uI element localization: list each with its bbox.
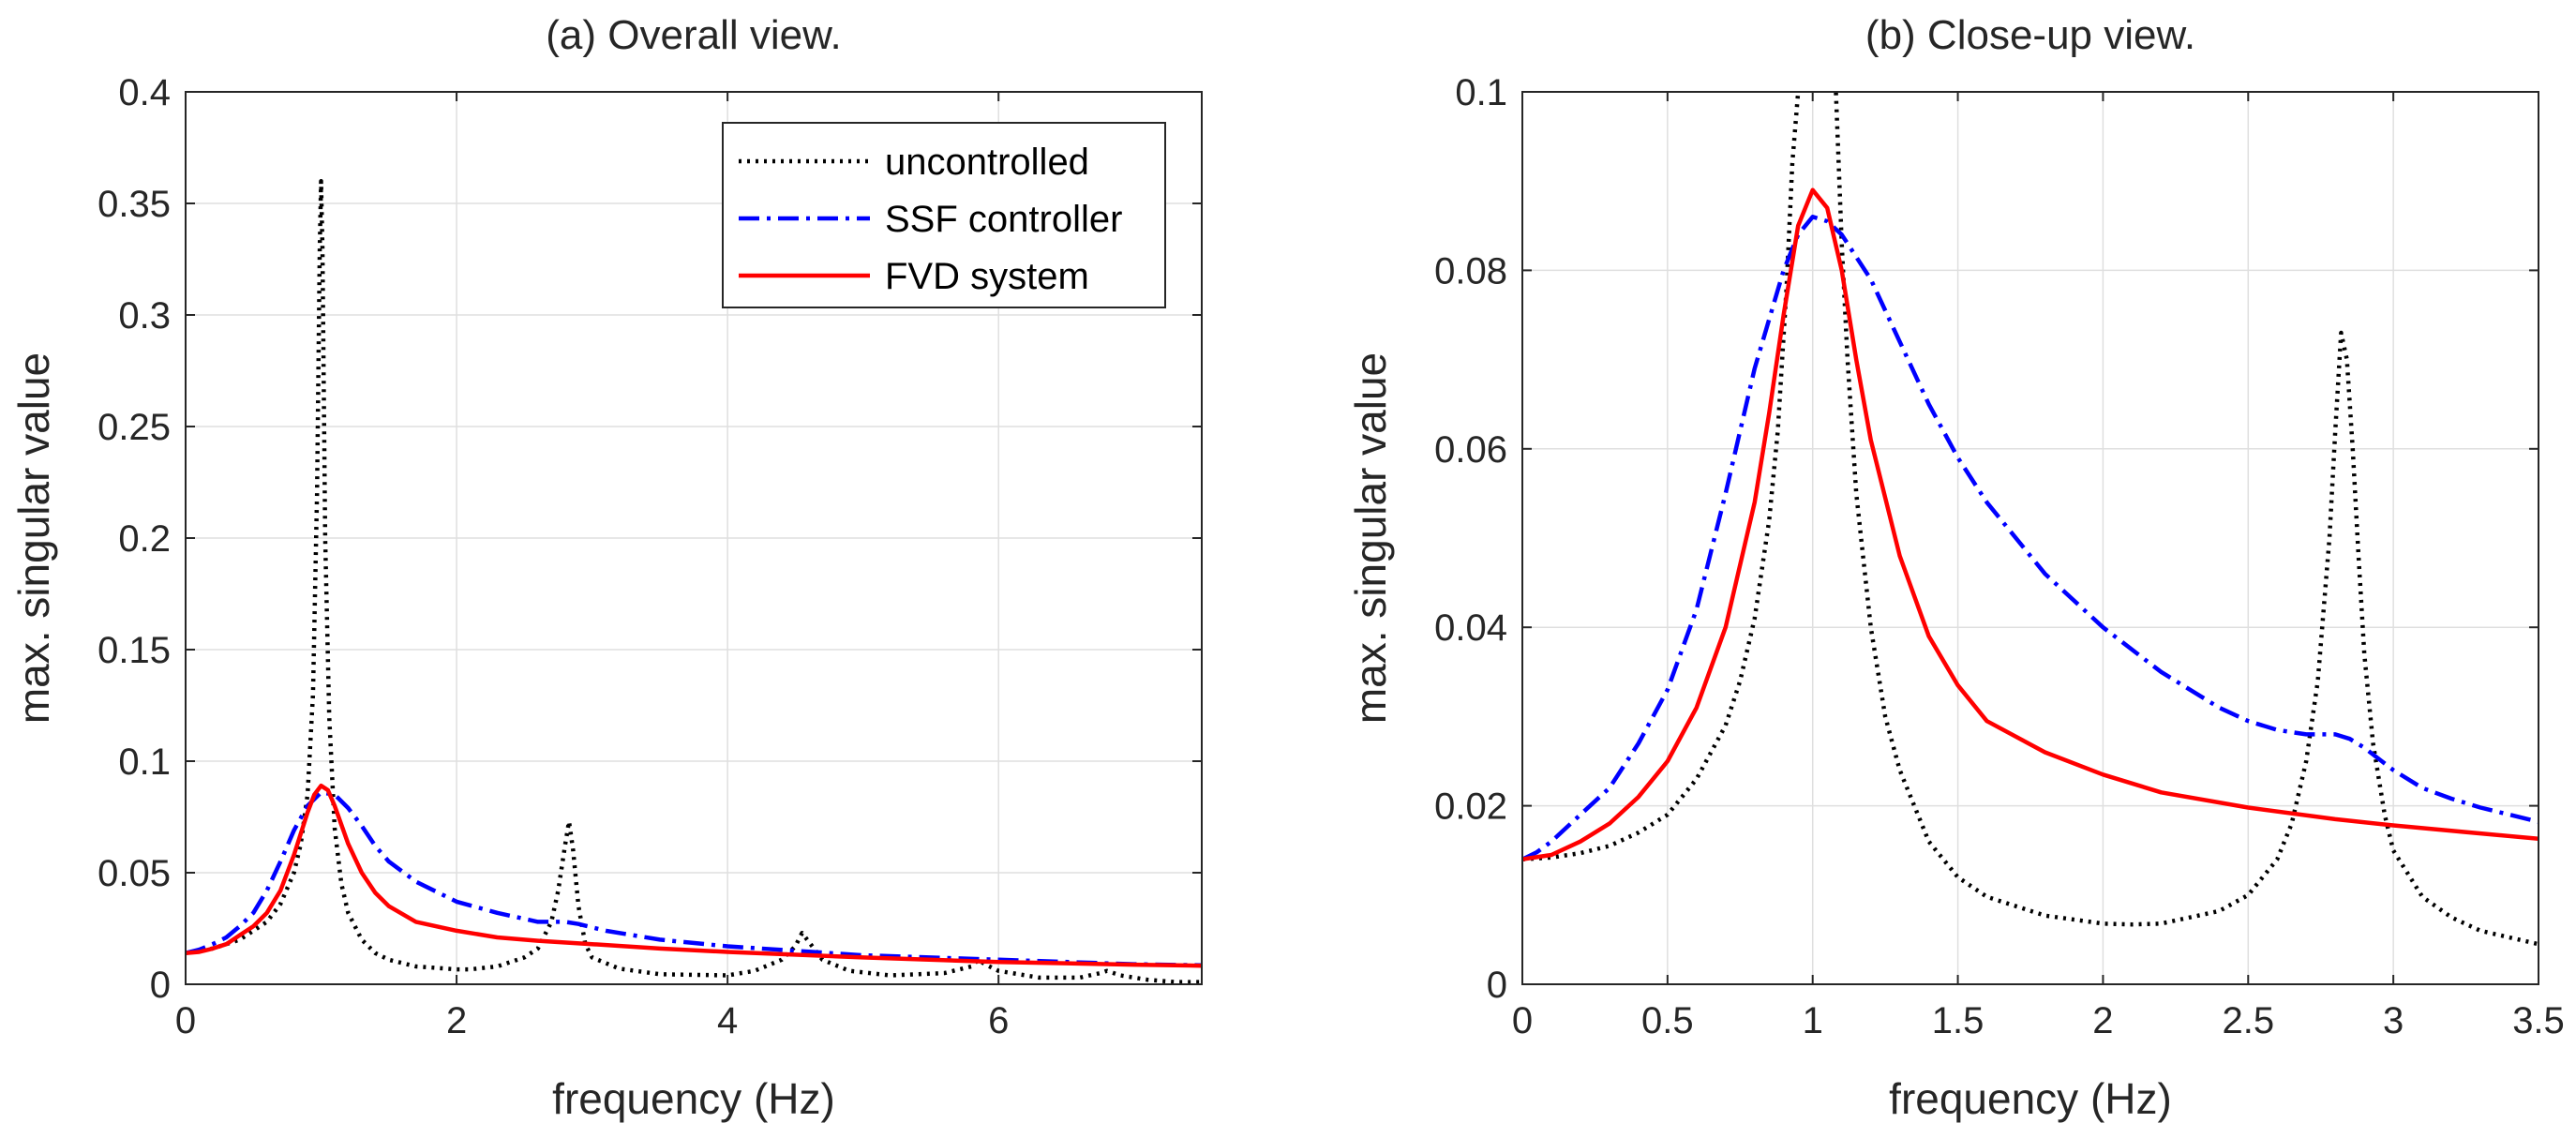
x-tick-label: 3: [2383, 1000, 2404, 1041]
y-tick-label: 0.25: [97, 407, 171, 448]
y-tick-label: 0.06: [1434, 429, 1507, 471]
x-axis-label-a: frequency (Hz): [552, 1074, 835, 1123]
y-tick-label: 0.02: [1434, 786, 1507, 828]
chart-title-b: (b) Close-up view.: [1865, 12, 2195, 58]
y-axis-label-a: max. singular value: [9, 352, 58, 724]
chart-a: 0 2 4 6 0 0.05 0.1 0.15 0.2 0.25 0.3 0.35 0.4 (a) Ov…: [9, 12, 1203, 1123]
y-tick-label: 0.4: [118, 72, 171, 113]
legend: uncontrolled SSF controller FVD system: [722, 122, 1166, 308]
x-tick-label: 6: [988, 1000, 1009, 1041]
ticks-a: 0 2 4 6 0 0.05 0.1 0.15 0.2 0.25 0.3 0.35 0.4: [97, 72, 1202, 1041]
y-tick-label: 0.1: [1455, 72, 1507, 113]
legend-label-uncontrolled: uncontrolled: [885, 142, 1089, 183]
y-axis-label-b: max. singular value: [1346, 352, 1395, 724]
ticks-b: 0 0.5 1 1.5 2 2.5 3 3.5 0 0.02 0.04 0.06 0.08 0.1: [1434, 72, 2565, 1041]
x-tick-label: 2.5: [2222, 1000, 2274, 1041]
series-line-ssf-controller: [1522, 215, 2539, 861]
chart-title-a: (a) Overall view.: [546, 12, 841, 58]
legend-label-ssf-controller: SSF controller: [885, 199, 1122, 240]
y-tick-label: 0.08: [1434, 250, 1507, 292]
x-tick-label: 2: [446, 1000, 467, 1041]
y-tick-label: 0: [150, 965, 171, 1006]
plot-area-b: [1522, 92, 2539, 984]
x-tick-label: 0.5: [1641, 1000, 1694, 1041]
x-tick-label: 0: [175, 1000, 196, 1041]
x-tick-label: 0: [1512, 1000, 1533, 1041]
x-tick-label: 2: [2092, 1000, 2113, 1041]
series-line-uncontrolled: [1522, 92, 2539, 947]
y-tick-label: 0.2: [118, 518, 171, 560]
y-tick-label: 0.15: [97, 630, 171, 671]
chart-b: 0 0.5 1 1.5 2 2.5 3 3.5 0 0.02 0.04 0.06 0.08 0.1 (b)…: [1346, 12, 2565, 1123]
y-tick-label: 0.04: [1434, 607, 1507, 649]
series-group-a: [186, 178, 1202, 984]
axes-frame-b: [1521, 91, 2539, 985]
x-tick-label: 1: [1803, 1000, 1823, 1041]
y-tick-label: 0: [1487, 965, 1507, 1006]
series-group-b: [1522, 92, 2539, 947]
x-axis-label-b: frequency (Hz): [1889, 1074, 2172, 1123]
y-tick-label: 0.3: [118, 295, 171, 337]
y-tick-label: 0.1: [118, 741, 171, 783]
series-line-ssf-controller: [186, 790, 1202, 968]
y-tick-label: 0.35: [97, 184, 171, 225]
series-line-fvd-system: [1522, 187, 2539, 861]
x-tick-label: 3.5: [2512, 1000, 2565, 1041]
y-tick-label: 0.05: [97, 853, 171, 894]
series-line-fvd-system: [186, 783, 1202, 968]
x-tick-label: 1.5: [1932, 1000, 1984, 1041]
legend-label-fvd-system: FVD system: [885, 256, 1089, 297]
x-tick-label: 4: [717, 1000, 738, 1041]
